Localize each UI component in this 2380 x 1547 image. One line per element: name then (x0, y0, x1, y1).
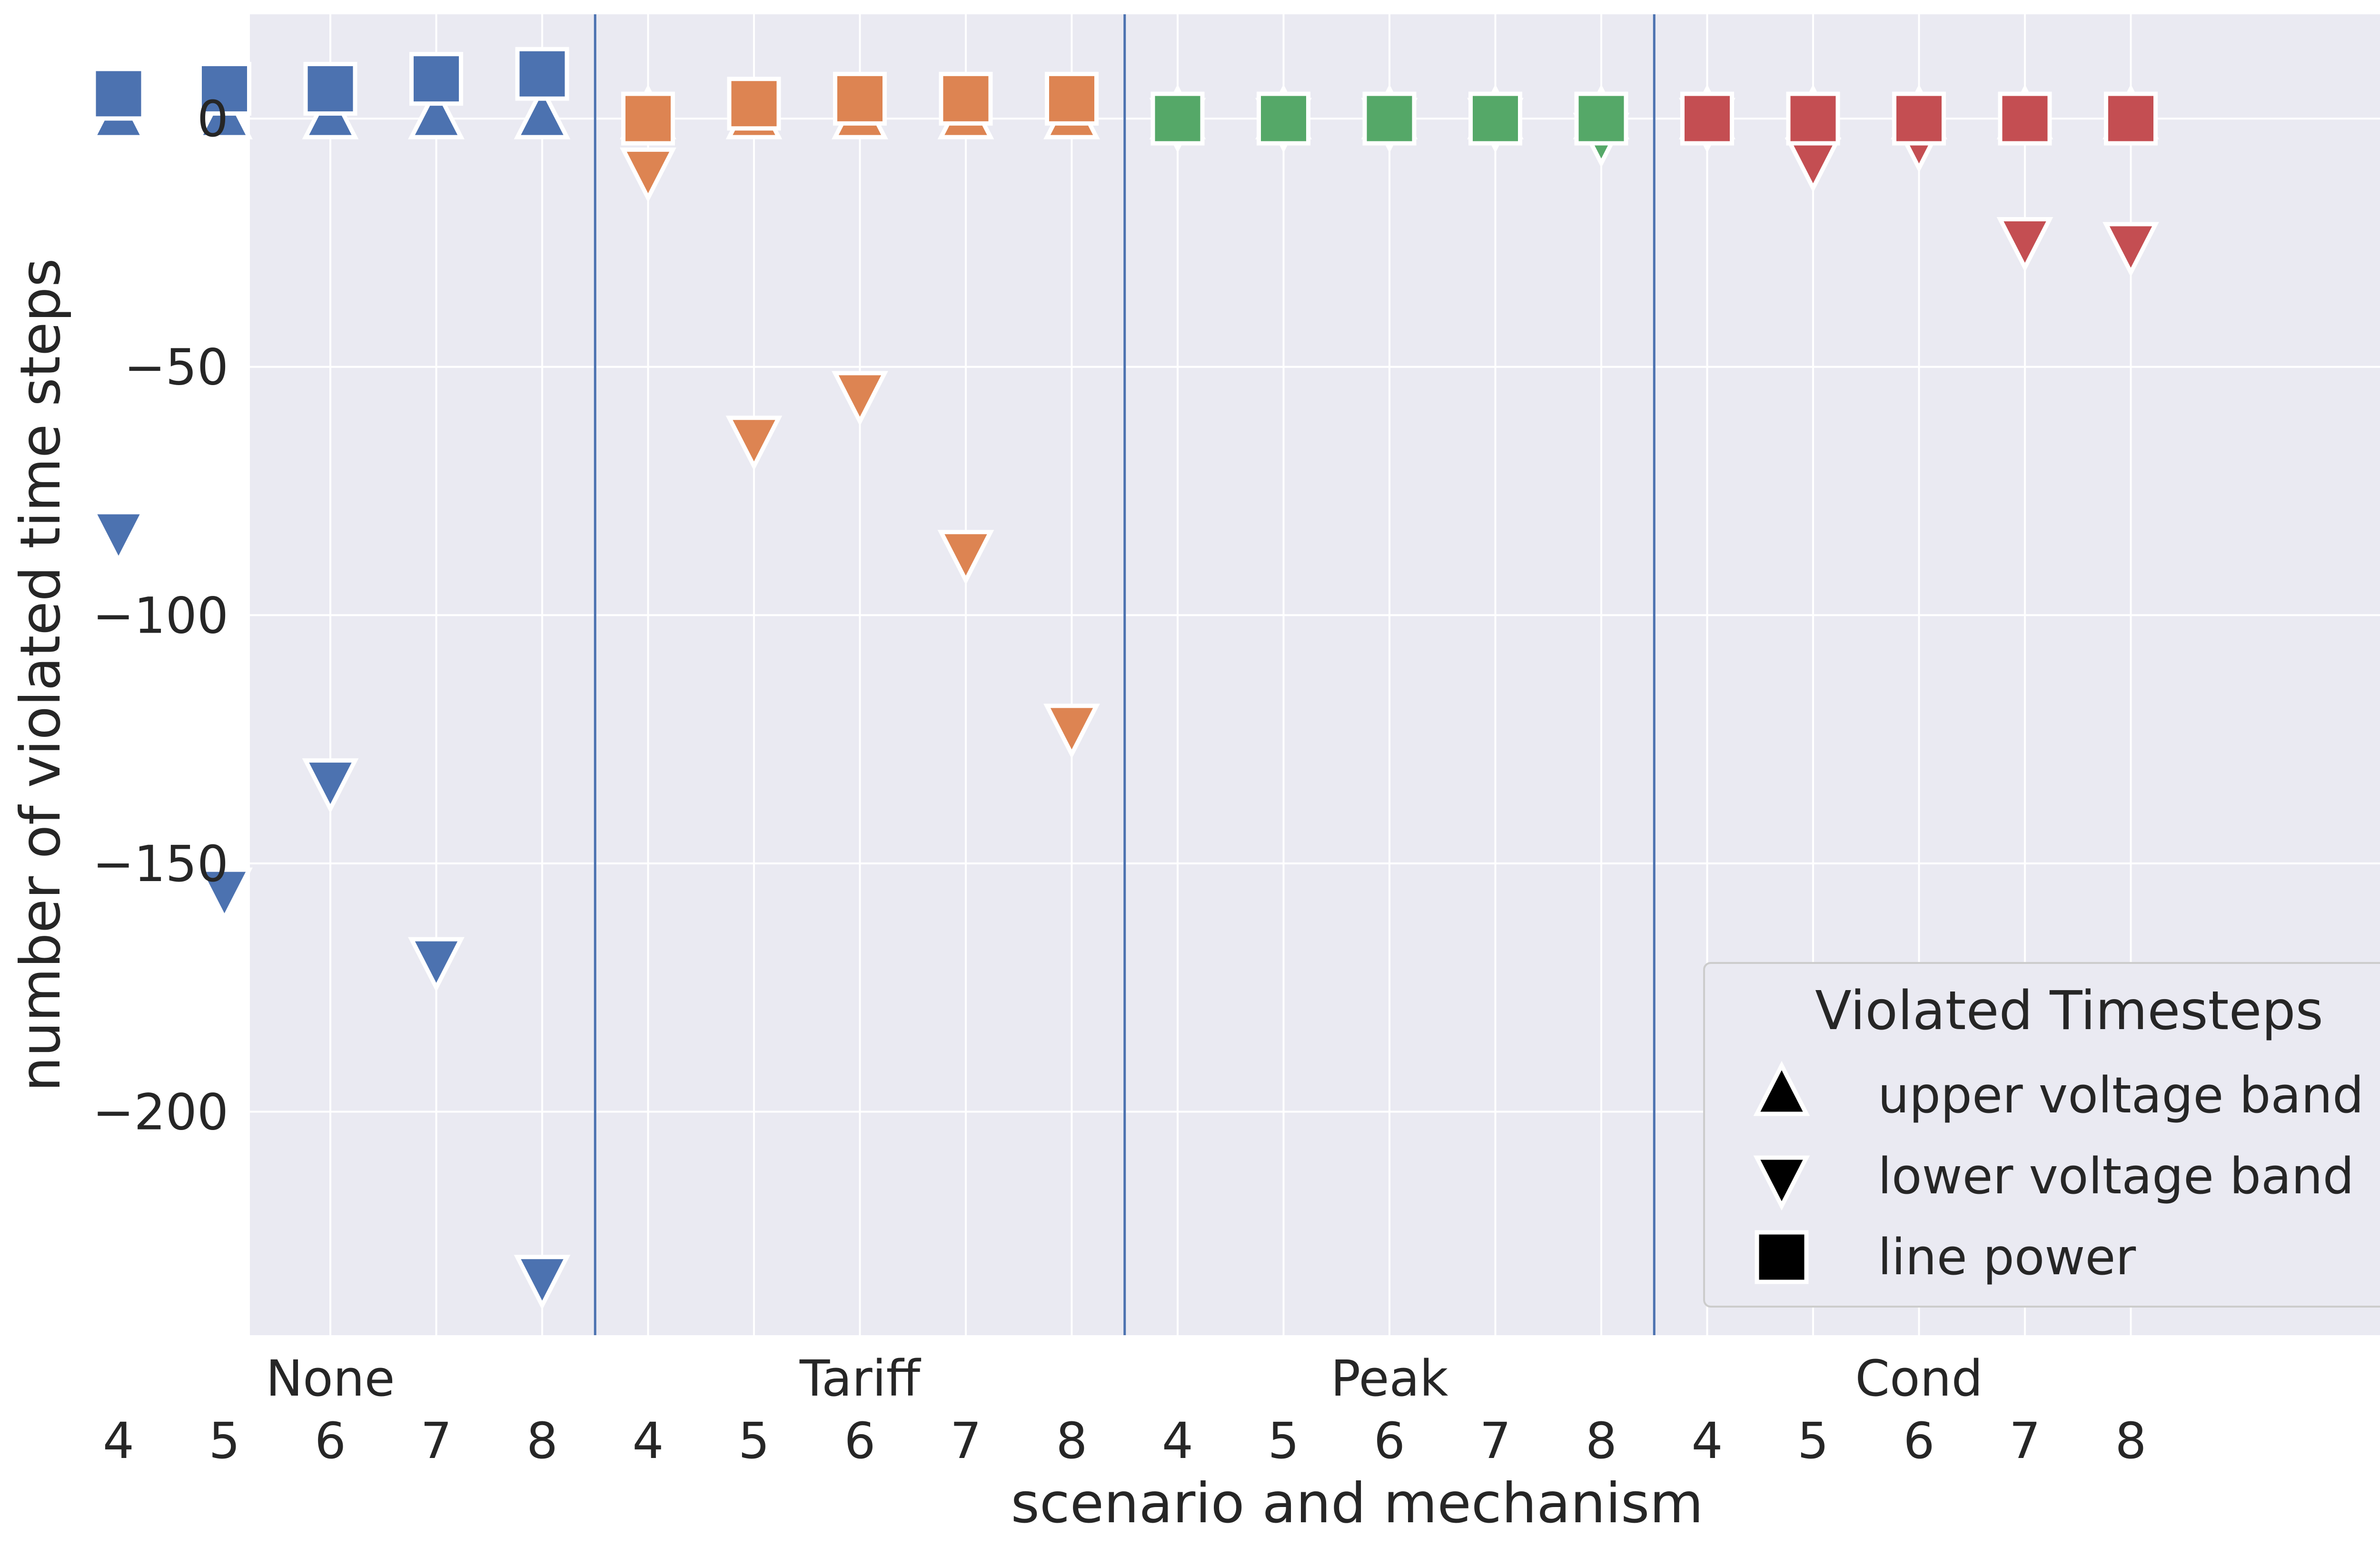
data-point (514, 1255, 571, 1310)
data-point (1998, 91, 2052, 146)
y-tick-label: −150 (92, 835, 228, 893)
data-point (1257, 91, 1310, 146)
legend: Violated Timesteps upper voltage band low… (1703, 962, 2380, 1308)
y-tick-labels: 0 −50 −100 −150 −200 (92, 90, 228, 1141)
x-tick-label: 5 (208, 1412, 240, 1470)
legend-marker (1753, 1155, 1810, 1211)
data-point (833, 71, 887, 126)
y-tick-label: −100 (92, 586, 228, 645)
data-point (303, 61, 357, 116)
x-tick-label: 4 (1162, 1412, 1193, 1470)
x-tick-labels: 4 5 6 7 8 4 5 6 7 8 4 5 6 7 8 4 5 6 7 8 (103, 1412, 2147, 1470)
x-tick-label: 6 (1903, 1412, 1934, 1470)
y-tick-label: 0 (197, 90, 228, 148)
x-tick-label: 8 (1056, 1412, 1087, 1470)
group-label: None (266, 1349, 395, 1408)
data-point (939, 71, 993, 126)
x-tick-label: 5 (738, 1412, 770, 1470)
data-point (2102, 222, 2159, 278)
legend-marker (1755, 1230, 1809, 1284)
data-point (90, 510, 147, 565)
x-tick-label: 5 (1268, 1412, 1299, 1470)
x-tick-label: 7 (950, 1412, 982, 1470)
x-axis-label: scenario and mechanism (1011, 1471, 1704, 1536)
data-point (1574, 91, 1628, 146)
data-point (937, 530, 994, 585)
data-point (408, 937, 465, 992)
data-point (302, 758, 359, 813)
data-point (91, 67, 146, 121)
x-tick-label: 7 (2009, 1412, 2041, 1470)
data-point (1362, 91, 1417, 146)
data-point (2104, 91, 2158, 146)
data-point (1150, 91, 1205, 146)
data-point (408, 84, 465, 139)
data-point (832, 371, 888, 426)
data-point (1892, 91, 1946, 146)
x-tick-label: 8 (2115, 1412, 2146, 1470)
x-tick-label: 8 (526, 1412, 558, 1470)
data-point (196, 867, 253, 923)
data-point (1996, 217, 2053, 272)
group-label: Peak (1331, 1349, 1448, 1408)
data-point (515, 47, 569, 101)
data-point (409, 52, 463, 106)
legend-entries: upper voltage band lower voltage band line… (1753, 1061, 2364, 1286)
data-point (620, 147, 676, 203)
group-dividers (594, 14, 1656, 1335)
series-square (91, 47, 2158, 146)
y-axis-label: number of violated time steps (9, 258, 73, 1091)
x-tick-label: 5 (1797, 1412, 1829, 1470)
legend-marker (1753, 1061, 1810, 1116)
data-point (727, 77, 781, 131)
x-tick-label: 4 (103, 1412, 134, 1470)
data-point (514, 84, 571, 139)
legend-box (1703, 962, 2380, 1308)
legend-entry-label: line power (1878, 1228, 2136, 1286)
x-tick-label: 6 (844, 1412, 875, 1470)
y-tick-label: −50 (124, 338, 228, 397)
group-labels: None Tariff Peak Cond (266, 1349, 1983, 1408)
data-point (725, 416, 783, 471)
x-tick-label: 7 (420, 1412, 452, 1470)
data-point (1043, 704, 1100, 759)
data-point (1680, 91, 1734, 146)
data-point (1045, 71, 1099, 126)
x-tick-label: 6 (1374, 1412, 1405, 1470)
x-tick-label: 6 (315, 1412, 346, 1470)
x-tick-label: 4 (632, 1412, 664, 1470)
group-label: Cond (1855, 1349, 1983, 1408)
x-tick-label: 4 (1691, 1412, 1723, 1470)
data-point (1468, 91, 1522, 146)
legend-entry-label: upper voltage band (1878, 1066, 2364, 1124)
group-label: Tariff (799, 1349, 922, 1408)
data-point (621, 91, 675, 146)
x-tick-label: 7 (1479, 1412, 1511, 1470)
x-tick-label: 8 (1586, 1412, 1617, 1470)
data-markers (90, 47, 2159, 1310)
legend-title: Violated Timesteps (1815, 980, 2323, 1042)
data-point (1786, 91, 1840, 146)
y-tick-label: −200 (92, 1083, 228, 1141)
legend-entry-label: lower voltage band (1878, 1147, 2354, 1205)
data-point (198, 61, 251, 116)
